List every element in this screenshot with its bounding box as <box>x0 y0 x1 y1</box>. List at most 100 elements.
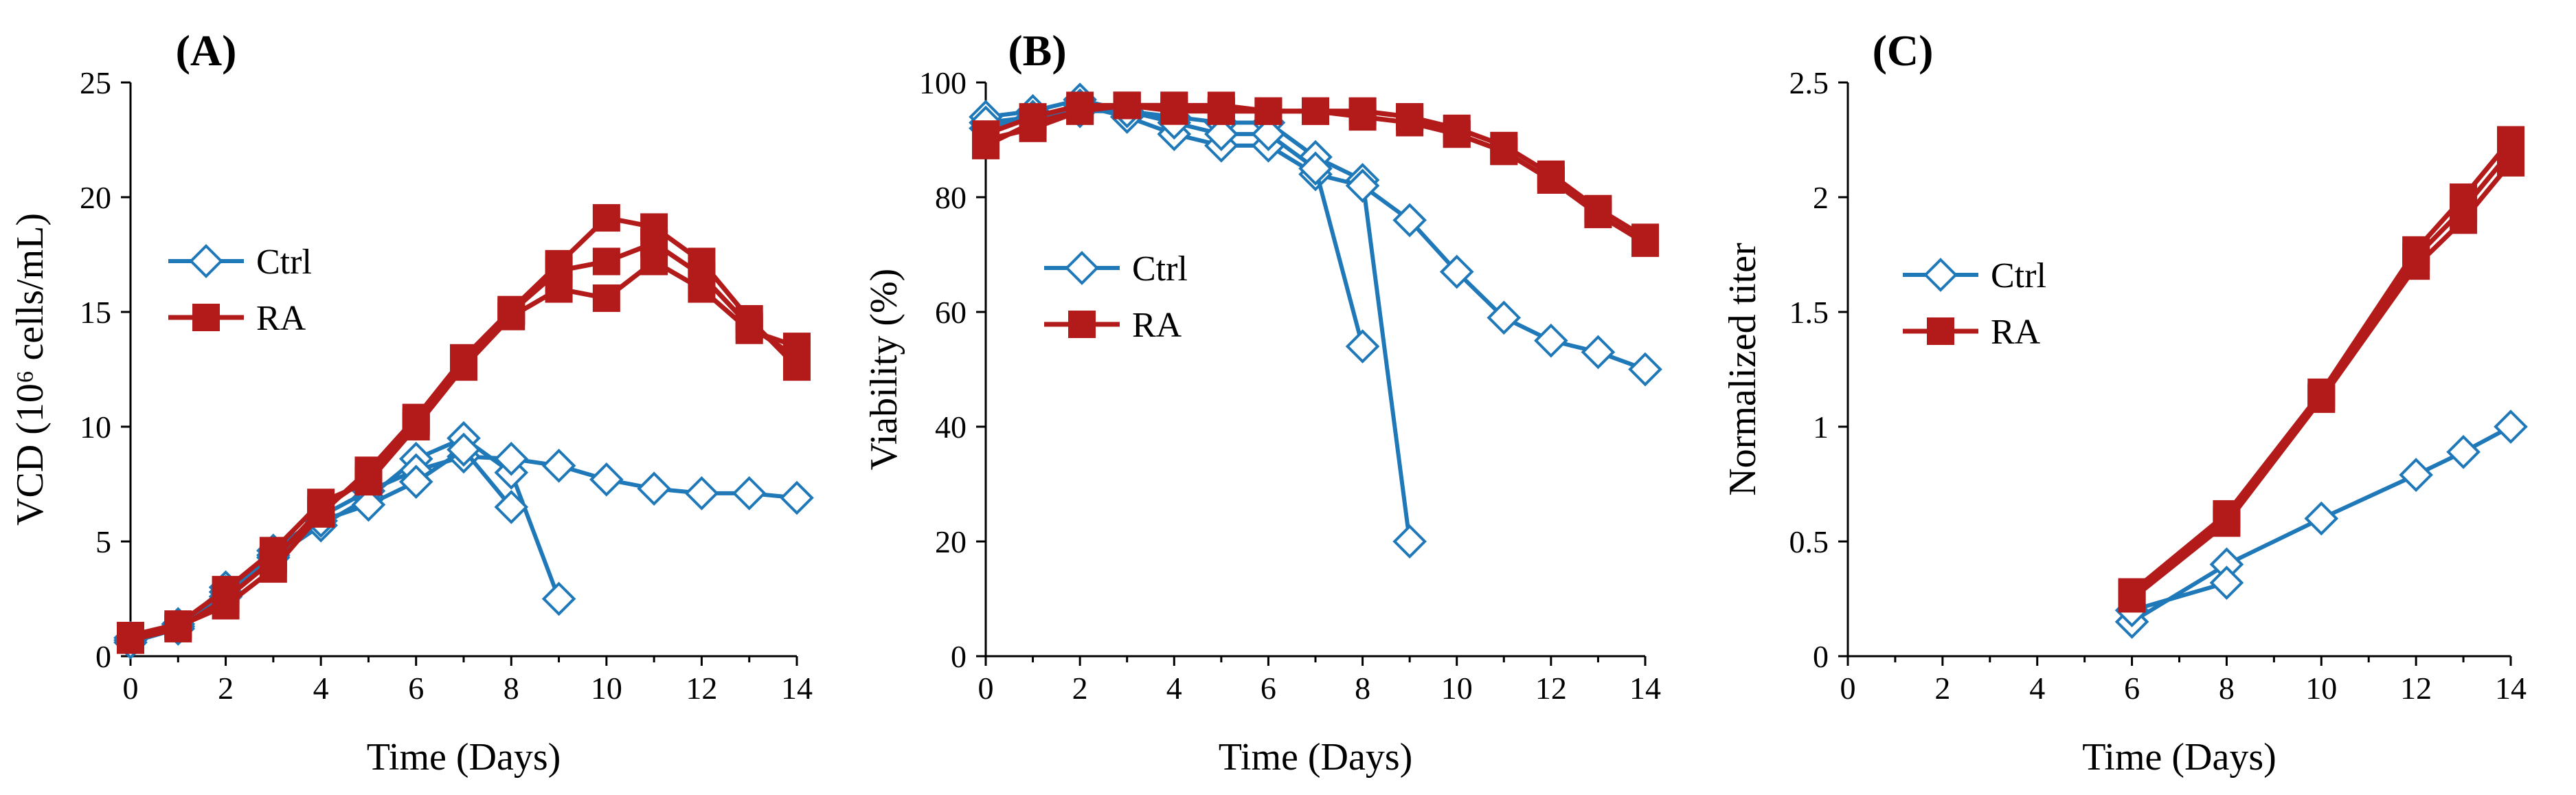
panel-a-y-tick-label: 20 <box>80 180 111 215</box>
panel-a-data-point <box>589 462 624 497</box>
panel-b-x-tick-label: 10 <box>1441 671 1473 706</box>
panel-b-data-point <box>1251 117 1286 151</box>
panel-b-data-point <box>1345 329 1380 363</box>
panel-b-series-ra <box>972 91 1659 257</box>
panel-a-x-tick-label: 14 <box>781 671 813 706</box>
panel-a-series-ra <box>117 229 811 654</box>
panel-c-y-tick-label: 2 <box>1813 180 1829 215</box>
panel-a-y-tick-label: 25 <box>80 65 111 100</box>
panel-c-x-tick-label: 0 <box>1840 671 1856 706</box>
panel-b-y-tick-label: 20 <box>935 524 967 559</box>
panel-a-data-point <box>447 432 481 467</box>
panel-b-data-point <box>1160 91 1188 120</box>
panel-a-data-point <box>684 476 719 511</box>
panel-a-x-tick-label: 4 <box>313 671 329 706</box>
panel-b-data-point <box>1439 254 1474 289</box>
panel-a-data-point <box>398 464 433 499</box>
panel-c-data-point <box>2304 501 2339 536</box>
panel-c-data-point <box>2494 410 2528 444</box>
panel-c-series-ra <box>2118 137 2524 608</box>
panel-c-x-tick-label: 4 <box>2029 671 2045 706</box>
panel-c-x-tick-label: 14 <box>2495 671 2527 706</box>
panel-b-data-point <box>1581 335 1616 370</box>
panel-b-title: (B) <box>1008 26 1066 75</box>
panel-a-data-point <box>592 284 620 312</box>
panel-a-y-tick-label: 0 <box>95 639 111 674</box>
panel-c-data-point <box>2399 458 2433 492</box>
panel-a-data-point <box>212 585 240 613</box>
panel-a-y-tick-label: 15 <box>80 295 111 330</box>
panel-b-data-point <box>1490 137 1518 166</box>
panel-b-x-tick-label: 2 <box>1072 671 1088 706</box>
panel-a-legend-label: Ctrl <box>256 243 312 282</box>
panel-c-legend-label: RA <box>1991 313 2041 352</box>
panel-a-x-tick-label: 2 <box>218 671 234 706</box>
panel-b: 0 2 4 6 8 10 12 14 0 20 40 60 80 100 Time (Days) Viabil… <box>863 26 1662 779</box>
panel-c-x-tick-label: 12 <box>2400 671 2432 706</box>
panel-b-data-point <box>1584 201 1612 229</box>
panel-a-data-point <box>640 229 668 257</box>
panel-a-data-point <box>783 344 811 372</box>
panel-c-title: (C) <box>1873 26 1934 75</box>
panel-a-data-point <box>732 476 767 511</box>
panel-b-y-tick-label: 80 <box>935 180 967 215</box>
panel-a-x-tick-label: 8 <box>504 671 519 706</box>
panel-b-series-line <box>985 98 1412 542</box>
panel-c-data-point <box>2118 580 2146 608</box>
panel-b-data-point <box>1392 203 1427 238</box>
panel-b-legend-marker <box>1065 251 1099 285</box>
panel-a-data-point <box>545 256 573 284</box>
panel-c-x-tick-label: 10 <box>2305 671 2337 706</box>
panel-a-series-ctrl <box>113 439 814 656</box>
panel-b-legend-label: RA <box>1132 306 1182 345</box>
panel-b-series-ctrl <box>969 88 1662 387</box>
panel-c-series-line <box>2131 581 2228 613</box>
panel-a-data-point <box>354 463 383 491</box>
panel-b-data-point <box>1113 91 1141 120</box>
panel-c-legend-label: Ctrl <box>1991 256 2046 295</box>
panel-a-data-point <box>402 408 430 436</box>
panel-c-data-point <box>2450 194 2478 223</box>
panel-c-x-tick-label: 8 <box>2219 671 2235 706</box>
panel-a-legend: Ctrl RA <box>168 243 312 338</box>
panel-c-y-tick-label: 2.5 <box>1789 65 1829 100</box>
panel-b-data-point <box>1534 323 1568 358</box>
panel-c-y-tick-label: 0.5 <box>1789 524 1829 559</box>
panel-a-y-tick-label: 10 <box>80 410 111 445</box>
panel-b-data-point <box>1302 97 1329 125</box>
panel-c-y-tick-label: 0 <box>1813 639 1829 674</box>
panel-b-data-point <box>1392 524 1427 559</box>
panel-b-x-tick-label: 12 <box>1535 671 1567 706</box>
panel-a-x-tick-label: 10 <box>591 671 622 706</box>
panel-c-legend-marker <box>1927 317 1954 345</box>
panel-b-data-point <box>1207 91 1235 120</box>
panel-a-data-point <box>494 490 529 524</box>
panel-b-data-point <box>972 131 999 159</box>
panel-b-data-point <box>1345 168 1380 203</box>
panel-a-data-point <box>351 487 386 522</box>
panel-c-data-point <box>2402 243 2430 271</box>
panel-a-data-point <box>592 204 620 232</box>
panel-b-data-point <box>1298 151 1333 186</box>
panel-c-data-point <box>2497 137 2524 166</box>
panel-b-data-point <box>1537 166 1565 194</box>
panel-a-data-point <box>494 441 529 476</box>
panel-b-y-tick-label: 40 <box>935 410 967 445</box>
panel-c-y-tick-label: 1.5 <box>1789 295 1829 330</box>
panel-b-data-point <box>1254 97 1283 125</box>
panel-a-x-axis-label: Time (Days) <box>367 736 561 779</box>
panel-b-x-tick-label: 8 <box>1355 671 1370 706</box>
panel-b-legend-marker <box>1068 311 1096 338</box>
panel-c-x-axis-label: Time (Days) <box>2082 736 2276 779</box>
panel-b-y-tick-label: 0 <box>951 639 967 674</box>
panel-b-legend: Ctrl RA <box>1044 249 1188 345</box>
panel-a-legend-marker <box>192 304 220 331</box>
panel-b-data-point <box>1628 352 1662 387</box>
panel-b-x-tick-label: 14 <box>1629 671 1661 706</box>
panel-a-x-tick-label: 0 <box>123 671 139 706</box>
panel-b-y-tick-label: 60 <box>935 295 967 330</box>
panel-c-y-axis-label: Normalized titer <box>1721 243 1764 496</box>
panel-a: 0 2 4 6 8 10 12 14 0 5 10 15 20 25 Time (Days) VCD (10⁶… <box>9 26 814 779</box>
panel-a-data-point <box>117 626 144 654</box>
